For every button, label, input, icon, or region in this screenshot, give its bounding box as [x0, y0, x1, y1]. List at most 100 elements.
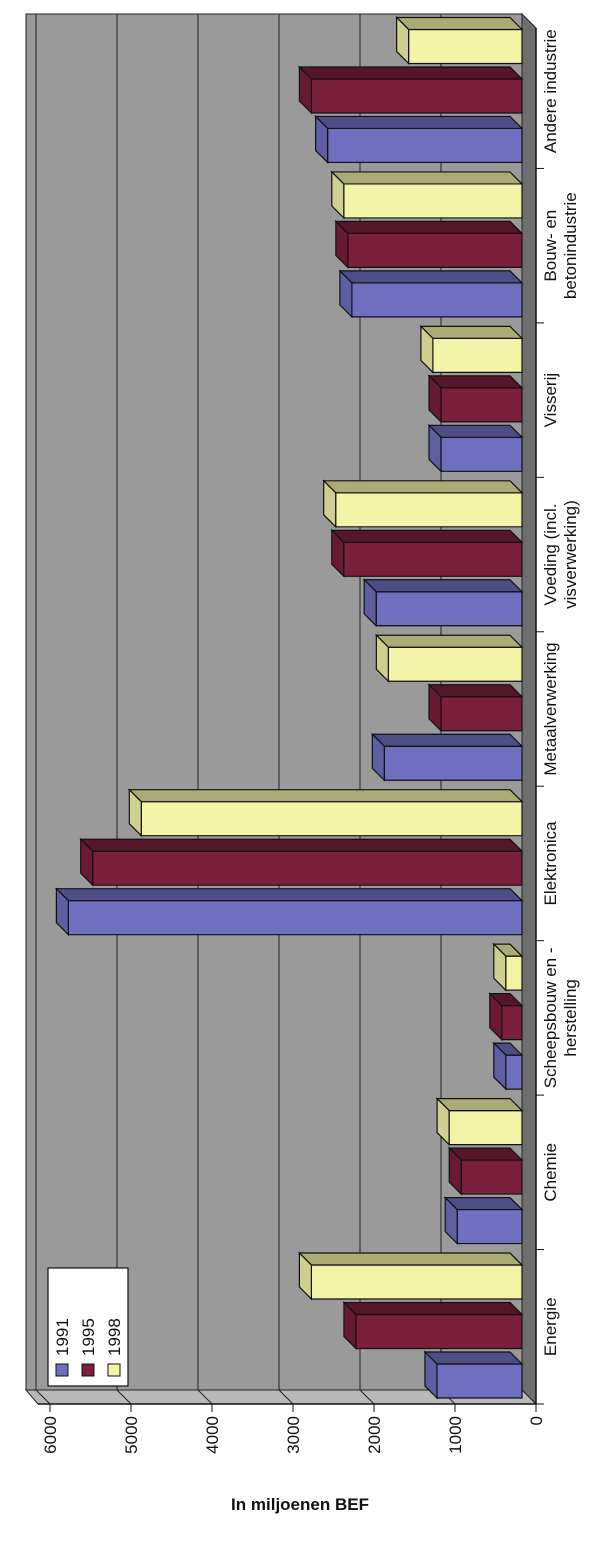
y-tick-label: 3000 — [284, 1416, 303, 1454]
bar-1991 — [423, 1350, 524, 1400]
bar-end — [375, 633, 389, 683]
bar-1991 — [370, 732, 524, 782]
bar-front — [335, 492, 523, 528]
x-tick-label: Visserij — [541, 373, 560, 427]
y-tick-label: 2000 — [365, 1416, 384, 1454]
bar-end — [339, 269, 353, 319]
bar-1998 — [492, 942, 524, 992]
bar-end — [128, 788, 142, 838]
legend-label: 1998 — [105, 1318, 124, 1356]
bar-end — [363, 578, 377, 628]
bar-front — [448, 1109, 523, 1146]
bar-front — [375, 591, 523, 627]
bar-end — [448, 1146, 462, 1196]
bar-top — [374, 634, 524, 648]
bar-1991 — [314, 114, 524, 164]
bar-top — [362, 579, 524, 593]
legend: 1991 1995 1998 — [47, 1267, 129, 1387]
bar-end — [436, 1097, 450, 1147]
x-tick-label: visverwerking) — [561, 500, 580, 609]
bar-front — [92, 850, 523, 886]
bar-end — [298, 1251, 312, 1301]
legend-swatch — [107, 1363, 121, 1377]
y-axis-title: In miljoenen BEF — [231, 1495, 369, 1514]
bar-top — [443, 1196, 524, 1211]
gridline-side — [35, 1389, 51, 1405]
bar-top — [54, 888, 524, 902]
bar-end — [371, 732, 385, 782]
bar-front — [310, 78, 523, 114]
x-tick-label: Scheepsbouw en - — [541, 947, 560, 1088]
gridline-side — [116, 1389, 132, 1405]
bar-1998 — [127, 788, 524, 838]
bar-end — [489, 992, 503, 1042]
bar-1991 — [443, 1196, 524, 1246]
y-tick-label: 5000 — [122, 1416, 141, 1454]
bar-front — [355, 1313, 523, 1350]
x-tick-label: Andere industrie — [541, 29, 560, 153]
gridline-side — [278, 1389, 294, 1405]
bar-top — [330, 529, 524, 543]
floor — [521, 12, 537, 1406]
bar-end — [428, 374, 442, 424]
bar-front — [505, 955, 523, 991]
bar-1991 — [54, 887, 524, 937]
x-tick-label: Bouw- en — [541, 210, 560, 282]
bar-1995 — [427, 683, 524, 733]
bar-top — [334, 220, 524, 235]
bar-1991 — [362, 578, 524, 628]
bar-end — [298, 65, 312, 115]
bar-front — [327, 127, 523, 164]
x-tick-label: herstelling — [561, 979, 580, 1057]
bar-1991 — [492, 1041, 524, 1091]
bar-front — [440, 696, 523, 732]
bar-top — [427, 375, 524, 389]
bar-front — [383, 745, 523, 781]
x-tick-label: Chemie — [541, 1143, 560, 1202]
bar-front — [460, 1159, 523, 1195]
bar-top — [297, 1252, 524, 1266]
bar-front — [501, 1005, 523, 1041]
bar-end — [428, 683, 442, 733]
bar-1995 — [297, 65, 524, 115]
x-tick-label: Energie — [541, 1297, 560, 1356]
bar-front — [343, 183, 523, 219]
x-tick-label: betonindustrie — [561, 192, 580, 299]
bar-front — [440, 436, 523, 472]
bar-front — [351, 282, 523, 318]
bar-end — [323, 479, 337, 529]
bar-top — [297, 66, 524, 80]
x-tick-label: Metaalverwerking — [541, 642, 560, 775]
legend-item: 1998 — [105, 1318, 124, 1377]
legend-swatch — [55, 1363, 69, 1377]
bar-1995 — [330, 528, 524, 578]
bar-top — [314, 115, 524, 130]
bar-front — [310, 1264, 523, 1300]
bar-top — [427, 684, 524, 698]
y-tick-label: 0 — [527, 1416, 546, 1425]
bar-end — [80, 837, 94, 887]
bar-front — [505, 1054, 523, 1090]
bar-front — [456, 1208, 523, 1245]
bar-front — [387, 646, 523, 682]
legend-label: 1995 — [79, 1318, 98, 1356]
bar-front — [140, 801, 523, 837]
bar-1995 — [427, 374, 524, 424]
bar-end — [396, 16, 410, 65]
bar-top — [342, 1301, 524, 1316]
bar-1998 — [297, 1251, 524, 1301]
bar-top — [395, 16, 524, 31]
bar-1998 — [322, 479, 524, 529]
bar-end — [428, 423, 442, 473]
bar-end — [315, 114, 329, 164]
bar-front — [67, 900, 523, 936]
bar-top — [435, 1097, 524, 1112]
bar-end — [493, 942, 507, 992]
bar-front — [436, 1363, 523, 1399]
legend-label: 1991 — [53, 1318, 72, 1356]
bars — [54, 16, 524, 1400]
bar-front — [408, 28, 523, 65]
bar-front — [343, 541, 523, 577]
x-tick-label: Voeding (incl. — [541, 504, 560, 606]
axes: 0 1000 2000 3000 4000 5000 6000 Energie Chemie Sc… — [38, 28, 580, 1454]
